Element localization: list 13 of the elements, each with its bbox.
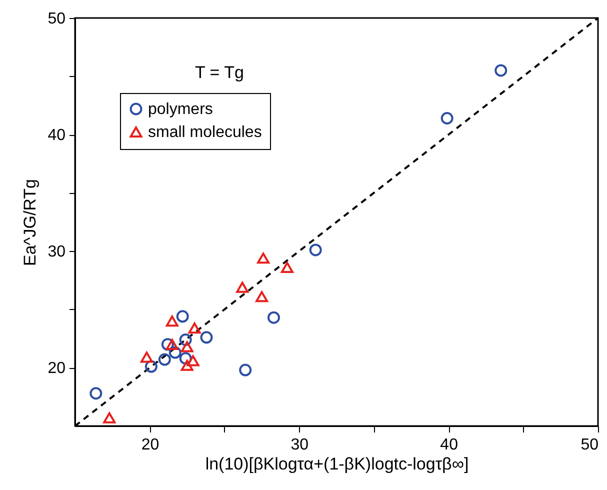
x-tick-label: 50 <box>580 436 599 454</box>
y-tick-label: 50 <box>48 10 66 28</box>
annotation: T = Tg <box>195 63 244 82</box>
y-tick-label: 40 <box>48 127 66 144</box>
x-axis-title: ln(10)[βKlogτα+(1-βK)logtc-logτβ∞] <box>205 454 469 474</box>
x-tick-label: 40 <box>440 436 458 454</box>
x-tick-label: 20 <box>141 436 160 454</box>
legend-label: small molecules <box>148 124 262 141</box>
legend-label: polymers <box>148 101 213 118</box>
y-tick-label: 20 <box>48 360 66 378</box>
y-tick-label: 30 <box>48 244 66 261</box>
y-axis-title: Ea^JG/RTg <box>20 178 40 266</box>
x-tick-label: 30 <box>290 436 309 454</box>
